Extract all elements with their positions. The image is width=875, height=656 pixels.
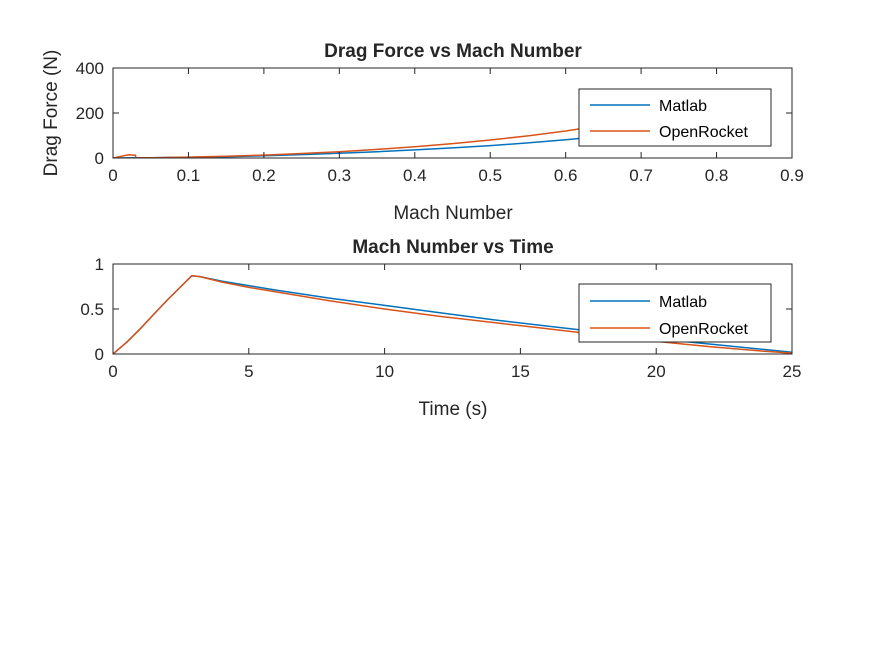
x-tick-label: 0.8 xyxy=(705,166,729,185)
x-tick-label: 0 xyxy=(108,166,117,185)
plot-drag-vs-mach: Drag Force vs Mach Number Mach Number Dr… xyxy=(41,41,804,224)
x-tick-label: 0 xyxy=(108,362,117,381)
x-tick-label: 0.1 xyxy=(177,166,201,185)
x-tick-label: 25 xyxy=(783,362,802,381)
plot-2-title: Mach Number vs Time xyxy=(352,237,553,258)
plot-1-legend-box xyxy=(578,88,772,147)
y-tick-label: 0.5 xyxy=(80,300,104,319)
x-tick-label: 0.6 xyxy=(554,166,578,185)
plot-2-legend: Matlab OpenRocket xyxy=(578,283,772,343)
plot-1-legend-openrocket-label: OpenRocket xyxy=(659,124,748,141)
plot-1-title: Drag Force vs Mach Number xyxy=(324,41,582,62)
x-tick-label: 20 xyxy=(647,362,666,381)
plot-1-legend-matlab-label: Matlab xyxy=(659,98,707,115)
x-tick-label: 10 xyxy=(375,362,394,381)
plot-2-xlabel: Time (s) xyxy=(419,399,488,420)
y-tick-label: 1 xyxy=(95,255,104,274)
plot-1-legend: Matlab OpenRocket xyxy=(578,88,772,147)
x-tick-label: 0.3 xyxy=(328,166,352,185)
x-tick-label: 5 xyxy=(244,362,253,381)
y-tick-label: 0 xyxy=(95,345,104,364)
plot-2-ticks: 0 5 10 15 20 25 0 0.5 1 xyxy=(80,255,801,381)
plot-1-xlabel: Mach Number xyxy=(393,203,513,224)
y-tick-label: 400 xyxy=(76,59,104,78)
plot-mach-vs-time: Mach Number vs Time Time (s) 0 5 10 15 20 250… xyxy=(80,237,801,420)
plot-1-ticks: 0 0.1 0.2 0.3 0.4 0.5 0.6 0.7 0.8 0.9 0 200 400 xyxy=(76,59,804,185)
x-tick-label: 0.4 xyxy=(403,166,427,185)
x-tick-label: 15 xyxy=(511,362,530,381)
x-tick-label: 0.9 xyxy=(780,166,804,185)
y-tick-label: 0 xyxy=(95,149,104,168)
x-tick-label: 0.7 xyxy=(629,166,653,185)
x-tick-label: 0.2 xyxy=(252,166,276,185)
x-tick-label: 0.5 xyxy=(478,166,502,185)
y-tick-label: 200 xyxy=(76,104,104,123)
plot-2-legend-box xyxy=(578,283,772,343)
plot-2-legend-openrocket-label: OpenRocket xyxy=(659,321,748,338)
plot-2-legend-matlab-label: Matlab xyxy=(659,294,707,311)
plot-1-ylabel: Drag Force (N) xyxy=(41,50,62,177)
